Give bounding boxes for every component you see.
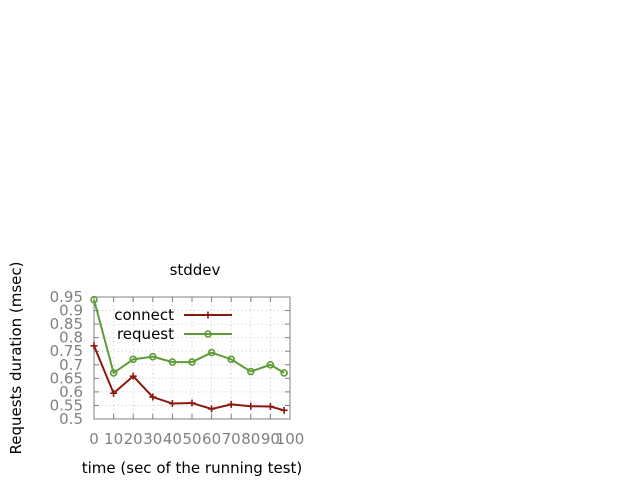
data-point — [247, 367, 255, 376]
data-point — [110, 389, 118, 397]
y-tick-label: 0.75 — [50, 342, 83, 360]
y-tick-label: 0.65 — [50, 369, 83, 387]
y-tick-label: 0.55 — [50, 396, 83, 414]
data-point — [149, 352, 157, 361]
data-point — [149, 393, 157, 401]
axis-ticks: 0.50.550.60.650.70.750.80.850.90.95 0 10 20… — [50, 288, 305, 448]
x-tick-label: 90 — [261, 430, 280, 448]
data-point — [247, 402, 255, 410]
data-point — [280, 406, 288, 414]
y-axis-title: Requests duration (msec) — [7, 261, 25, 454]
y-tick-label: 0.9 — [59, 302, 83, 320]
legend-marker — [204, 330, 212, 338]
data-point — [266, 360, 275, 369]
data-point — [227, 355, 235, 364]
data-point — [129, 372, 137, 380]
x-tick-label: 20 — [124, 430, 143, 448]
series-line — [93, 299, 285, 375]
legend-label-connect: connect — [114, 306, 174, 324]
x-tick-label: 0 — [89, 430, 99, 448]
x-tick-label: 80 — [241, 430, 260, 448]
x-tick-label: 30 — [143, 430, 162, 448]
x-tick-label: 10 — [104, 430, 123, 448]
data-point — [109, 369, 118, 377]
legend-label-request: request — [117, 325, 174, 343]
data-point — [188, 358, 196, 366]
y-tick-label: 0.95 — [50, 288, 83, 306]
chart-title: stddev — [170, 261, 221, 279]
y-tick-label: 0.5 — [59, 410, 83, 428]
data-point — [90, 295, 98, 304]
data-point — [208, 405, 216, 413]
x-tick-label: 70 — [222, 430, 241, 448]
x-tick-label: 60 — [202, 430, 221, 448]
data-point — [129, 355, 137, 364]
x-tick-label: 40 — [163, 430, 182, 448]
data-point — [90, 342, 98, 350]
data-point — [188, 399, 196, 407]
legend-marker — [204, 311, 212, 319]
y-tick-label: 0.85 — [50, 315, 83, 333]
y-tick-label: 0.6 — [59, 383, 83, 401]
data-point — [266, 403, 274, 411]
series-request — [90, 295, 288, 377]
x-tick-label: 50 — [182, 430, 201, 448]
data-point — [168, 400, 176, 408]
y-tick-label: 0.8 — [59, 329, 83, 347]
x-axis-title: time (sec of the running test) — [82, 459, 303, 477]
data-point — [280, 369, 288, 377]
y-tick-label: 0.7 — [59, 356, 83, 374]
data-point — [168, 358, 177, 366]
series — [90, 295, 288, 414]
data-point — [227, 400, 235, 408]
x-tick-label: 100 — [276, 430, 305, 448]
series-connect — [90, 342, 288, 414]
data-point — [207, 348, 216, 357]
